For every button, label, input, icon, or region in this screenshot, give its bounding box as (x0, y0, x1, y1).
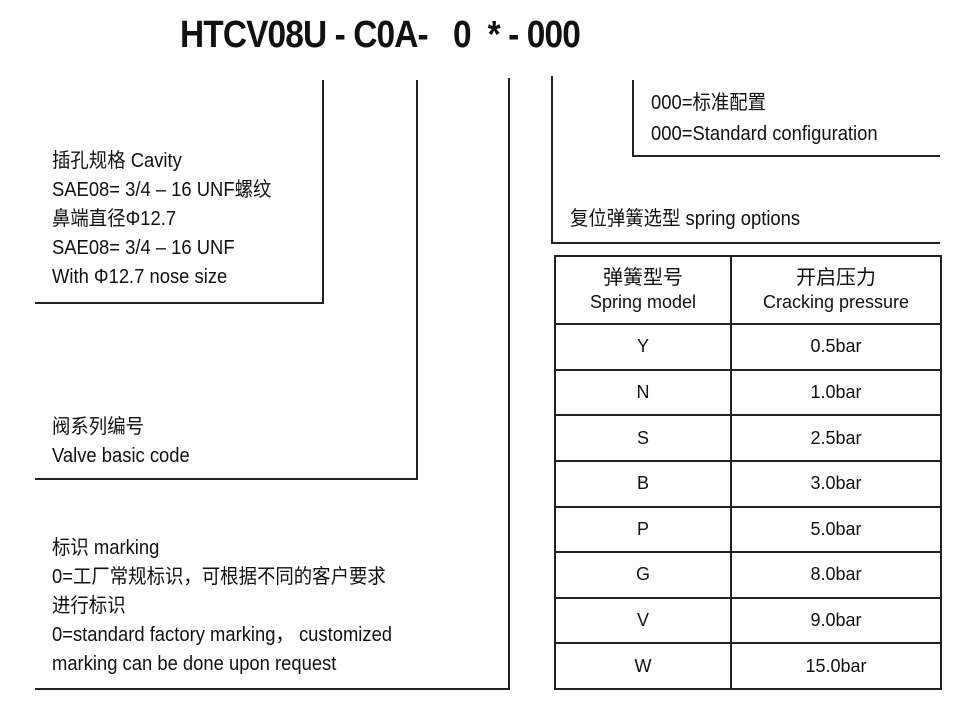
spring-model-cell: P (554, 505, 732, 554)
cracking-pressure-cell: 5.0bar (730, 505, 942, 554)
header-cn: 弹簧型号 (603, 267, 683, 289)
config-description: 000=标准配置 000=Standard configuration (651, 88, 878, 150)
leader-line (551, 76, 553, 244)
table-row: N 1.0bar (554, 368, 942, 417)
text-line: SAE08= 3/4 – 16 UNF (52, 237, 235, 259)
leader-line (632, 80, 634, 157)
text-line: SAE08= 3/4 – 16 UNF螺纹 (52, 179, 272, 201)
spring-model-cell: N (554, 368, 732, 417)
cracking-pressure-cell: 1.0bar (730, 368, 942, 417)
leader-line (35, 478, 418, 480)
header-cn: 开启压力 (796, 267, 876, 289)
table-row: G 8.0bar (554, 551, 942, 599)
table-header-row: 弹簧型号 Spring model 开启压力 Cracking pressure (554, 255, 942, 325)
header-en: Cracking pressure (762, 292, 910, 312)
text-line: 0=standard factory marking， customized (52, 624, 393, 646)
config-en: 000=Standard configuration (651, 123, 878, 145)
cracking-pressure-cell: 2.5bar (730, 414, 942, 462)
header-cracking-pressure: 开启压力 Cracking pressure (730, 255, 942, 325)
text-line: 0=工厂常规标识，可根据不同的客户要求 (52, 566, 386, 588)
text-line: Valve basic code (52, 445, 190, 467)
header-spring-model: 弹簧型号 Spring model (554, 255, 732, 325)
text-line: marking can be done upon request (52, 653, 337, 675)
text-line: 阀系列编号 (52, 416, 144, 438)
leader-line (416, 80, 418, 480)
text-line: 鼻端直径Φ12.7 (52, 208, 177, 230)
cracking-pressure-cell: 0.5bar (730, 323, 942, 371)
leader-line (508, 78, 510, 690)
text-line: With Φ12.7 nose size (52, 266, 228, 288)
leader-line (632, 155, 940, 157)
cracking-pressure-cell: 8.0bar (730, 551, 942, 599)
spring-options-table: 弹簧型号 Spring model 开启压力 Cracking pressure Y… (554, 255, 942, 690)
spring-model-cell: W (554, 642, 732, 690)
spring-model-cell: V (554, 596, 732, 645)
table-row: W 15.0bar (554, 642, 942, 690)
spring-options-label: 复位弹簧选型 spring options (570, 208, 801, 230)
table-row: B 3.0bar (554, 459, 942, 508)
cavity-description: 插孔规格 Cavity SAE08= 3/4 – 16 UNF螺纹 鼻端直径Φ1… (52, 147, 271, 292)
spring-model-cell: S (554, 414, 732, 462)
leader-line (322, 80, 324, 304)
cracking-pressure-cell: 15.0bar (730, 642, 942, 690)
table-row: S 2.5bar (554, 414, 942, 462)
leader-line (35, 688, 510, 690)
text-line: 标识 marking (52, 537, 160, 559)
valve-code-description: 阀系列编号 Valve basic code (52, 413, 190, 471)
table-row: Y 0.5bar (554, 323, 942, 371)
leader-line (551, 242, 940, 244)
spring-model-cell: B (554, 459, 732, 508)
config-cn: 000=标准配置 (651, 92, 767, 114)
header-en: Spring model (589, 292, 697, 312)
table-row: P 5.0bar (554, 505, 942, 554)
table-row: V 9.0bar (554, 596, 942, 645)
text-line: 进行标识 (52, 595, 126, 617)
cracking-pressure-cell: 9.0bar (730, 596, 942, 645)
spring-model-cell: Y (554, 323, 732, 371)
model-code-title: HTCV08U - C0A- 0 * - 000 (180, 14, 581, 56)
cracking-pressure-cell: 3.0bar (730, 459, 942, 508)
text-line: 插孔规格 Cavity (52, 150, 182, 172)
marking-description: 标识 marking 0=工厂常规标识，可根据不同的客户要求 进行标识 0=st… (52, 534, 392, 679)
spring-model-cell: G (554, 551, 732, 599)
leader-line (35, 302, 324, 304)
